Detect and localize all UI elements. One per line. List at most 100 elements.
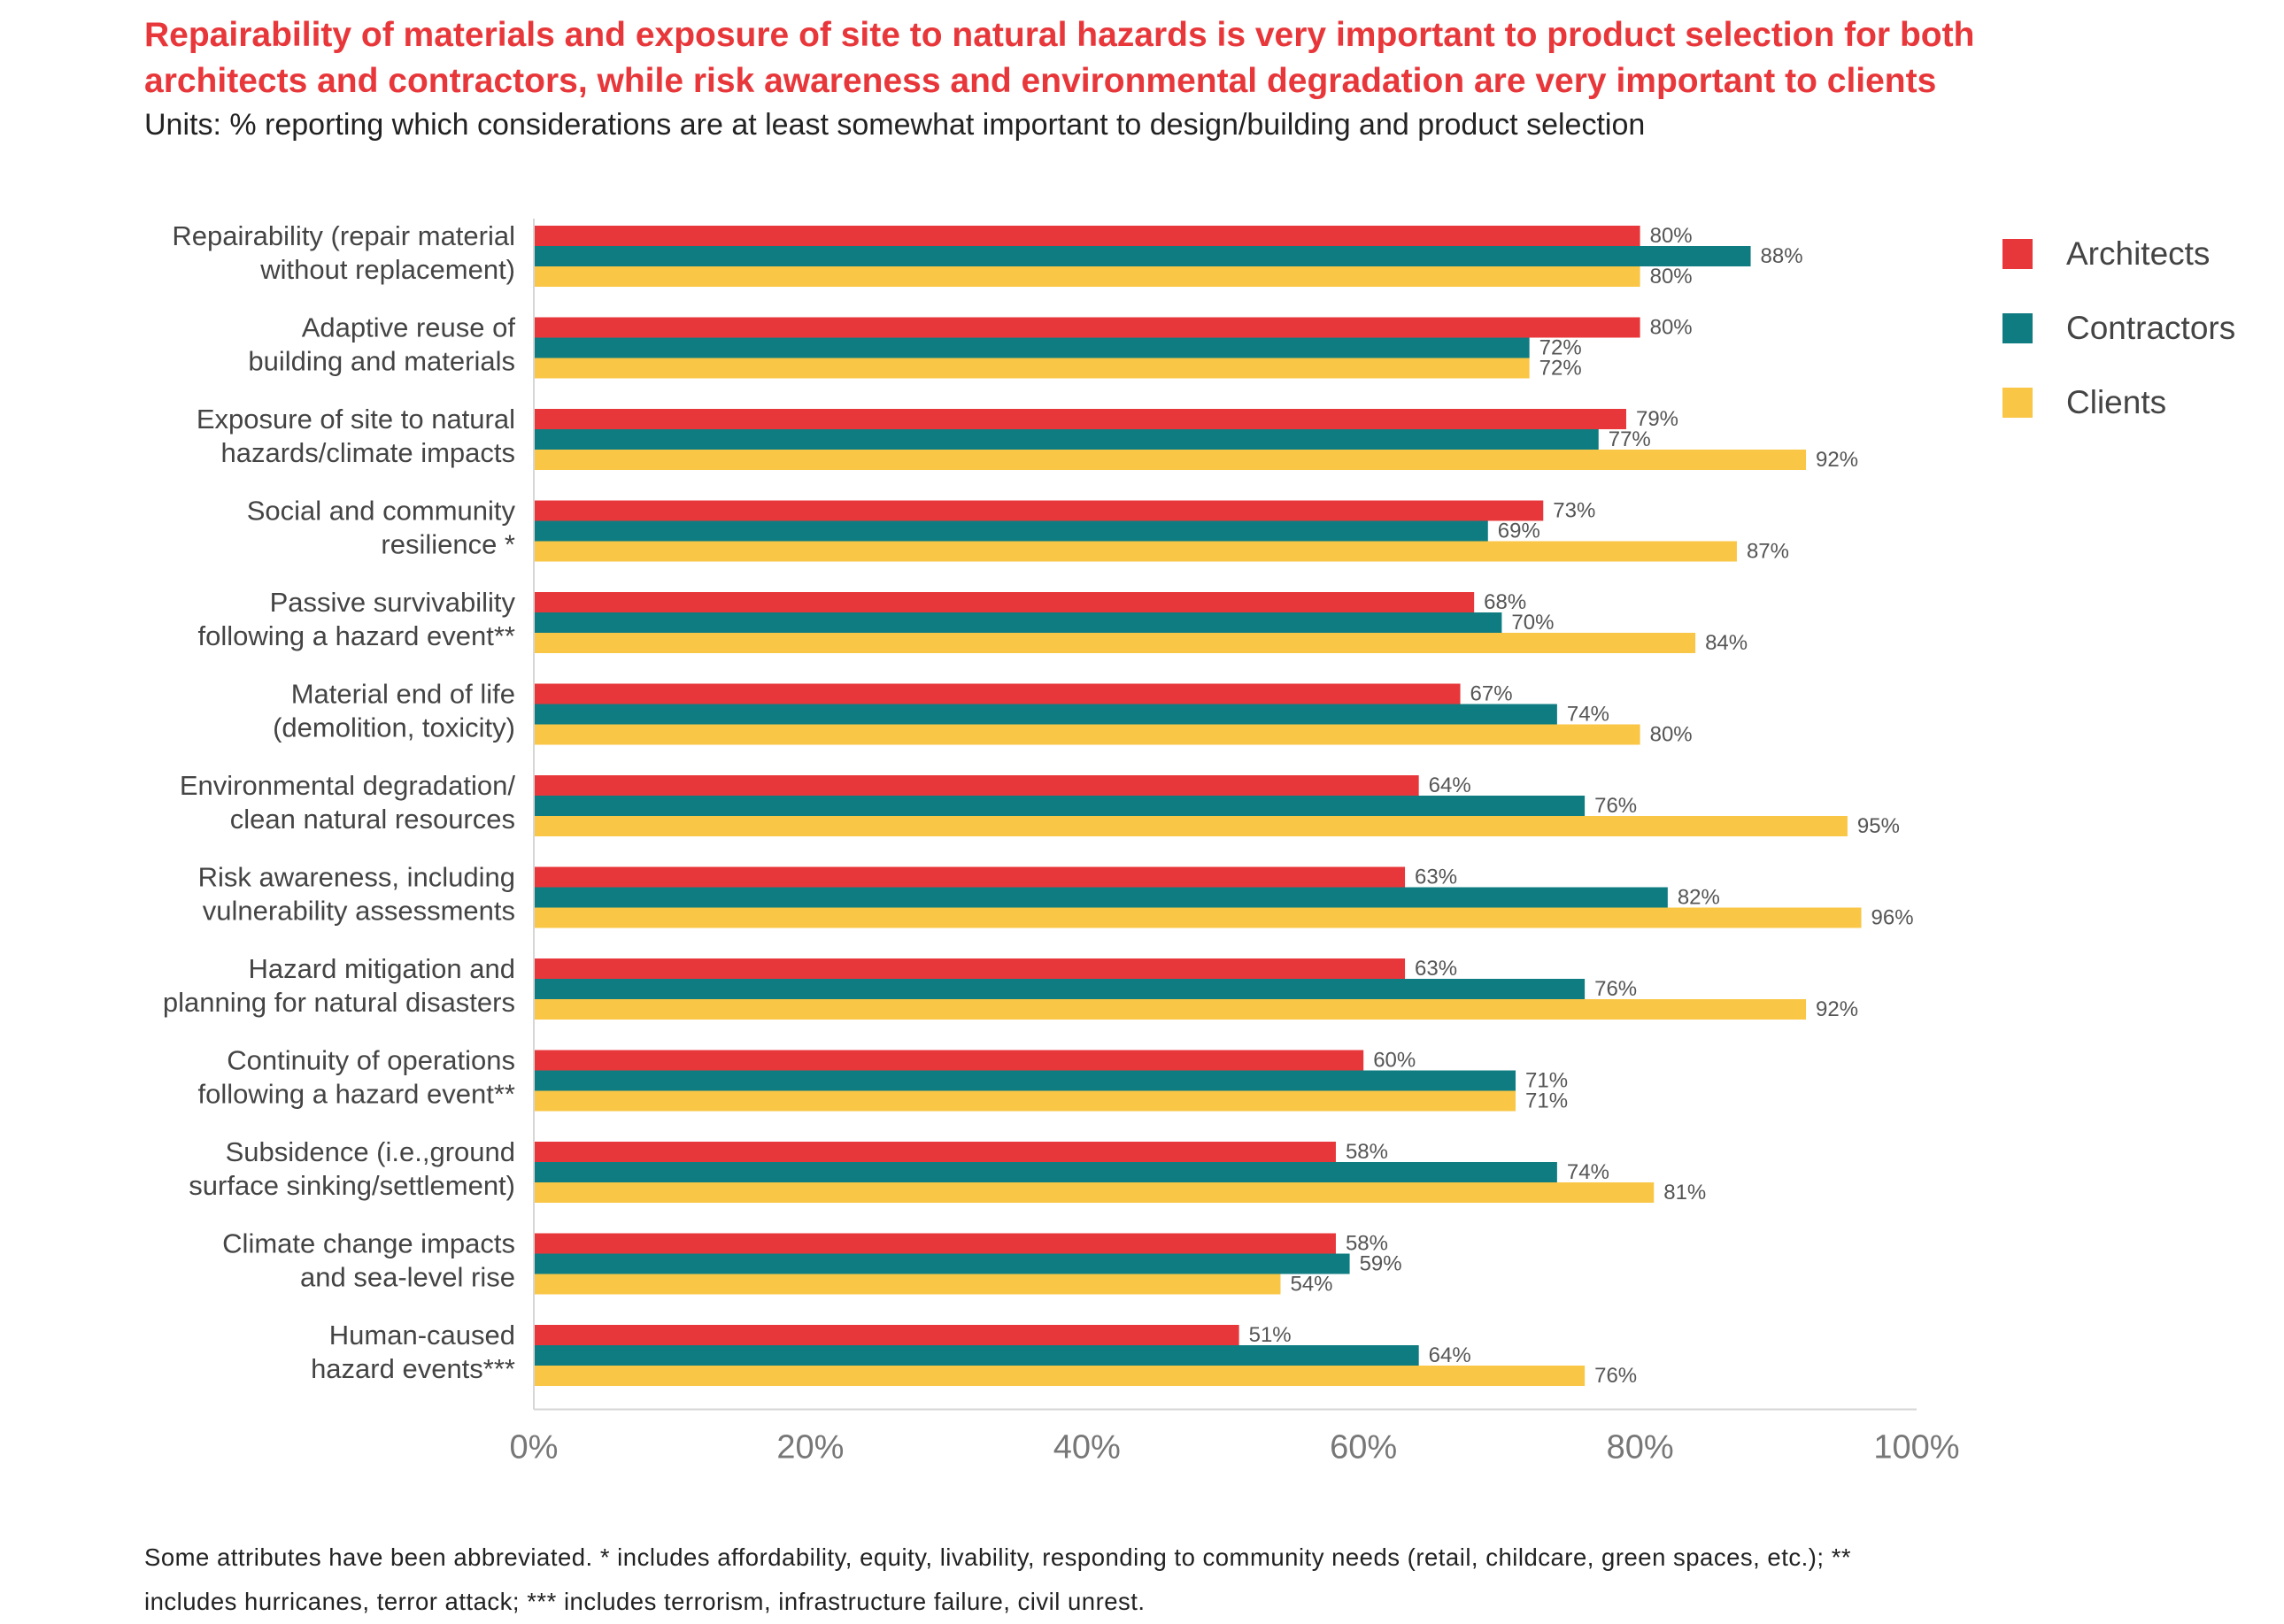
bar-contractors [534, 1253, 1350, 1274]
bar-contractors [534, 246, 1751, 266]
value-label-architects: 68% [1484, 590, 1526, 614]
value-label-architects: 79% [1636, 407, 1678, 431]
value-label-architects: 63% [1415, 866, 1457, 889]
value-label-contractors: 69% [1498, 520, 1540, 543]
category-label-line: Social and community [247, 496, 516, 527]
value-label-architects: 80% [1650, 316, 1693, 340]
bar-contractors [534, 520, 1488, 542]
category-label: Environmental degradation/clean natural … [180, 770, 516, 835]
value-label-architects: 60% [1373, 1049, 1416, 1073]
bar-architects [534, 958, 1406, 979]
bar-clients [534, 450, 1807, 470]
bar-chart: Repairability (repair material without re… [163, 219, 1960, 1466]
x-tick-label: 40% [1053, 1429, 1121, 1466]
category-label-line: Adaptive reuse of [302, 312, 516, 343]
category-label-line: and sea-level rise [300, 1262, 515, 1293]
x-tick-label: 0% [510, 1429, 559, 1466]
category-label-line: planning for natural disasters [163, 987, 515, 1018]
value-label-contractors: 71% [1525, 1069, 1568, 1093]
bar-clients [534, 541, 1737, 562]
bar-contractors [534, 612, 1502, 633]
value-label-contractors: 59% [1360, 1252, 1402, 1276]
category-label-line: Subsidence (i.e.,ground [226, 1136, 515, 1167]
category-label: Passive survivability following a hazard … [198, 587, 516, 651]
chart-title: Repairability of materials and exposure … [144, 12, 2234, 104]
value-label-clients: 54% [1290, 1273, 1332, 1297]
value-label-clients: 76% [1594, 1364, 1637, 1388]
bar-architects [534, 500, 1544, 521]
value-label-contractors: 64% [1429, 1343, 1471, 1367]
category-label-line: Exposure of site to natural [197, 404, 515, 435]
bar-architects [534, 775, 1419, 796]
value-label-contractors: 76% [1594, 977, 1637, 1001]
bar-architects [534, 226, 1640, 246]
category-label: Social and community resilience * [247, 496, 516, 560]
value-label-contractors: 88% [1761, 244, 1803, 268]
bar-clients [534, 633, 1696, 653]
value-label-architects: 51% [1249, 1323, 1292, 1347]
category-label-line: Repairability (repair material [172, 220, 515, 251]
legend-item-clients: Clients [2002, 366, 2235, 440]
value-label-contractors: 74% [1567, 703, 1609, 727]
value-label-clients: 71% [1525, 1089, 1568, 1113]
category-label-line: hazards/climate impacts [220, 437, 515, 468]
bar-architects [534, 866, 1406, 888]
bar-contractors [534, 887, 1668, 908]
category-label: Hazard mitigation and planning for natura… [163, 953, 515, 1018]
x-tick-label: 80% [1607, 1429, 1674, 1466]
bar-contractors [534, 979, 1586, 999]
category-label-line: Risk awareness, including [198, 862, 515, 893]
value-label-contractors: 70% [1511, 611, 1554, 635]
category-label-line: Material end of life [291, 679, 515, 710]
category-label: Exposure of site to natural hazards/clima… [197, 404, 515, 468]
value-label-clients: 80% [1650, 265, 1693, 289]
legend-label-contractors: Contractors [2066, 310, 2236, 346]
category-label: Material end of life (demolition, toxicit… [273, 679, 515, 743]
bar-architects [534, 409, 1626, 429]
value-label-contractors: 72% [1539, 336, 1582, 360]
category-label: Repairability (repair material without re… [172, 220, 515, 285]
legend-swatch-clients [2002, 388, 2033, 418]
bar-clients [534, 1366, 1586, 1386]
value-label-architects: 64% [1429, 774, 1471, 797]
category-label-line: Environmental degradation/ [180, 770, 516, 801]
category-label-line: Hazard mitigation and [248, 953, 515, 984]
x-tick-label: 100% [1873, 1429, 1959, 1466]
category-label-line: without replacement) [259, 254, 515, 285]
value-label-clients: 87% [1747, 540, 1789, 564]
category-label-line: surface sinking/settlement) [189, 1170, 515, 1201]
value-label-clients: 81% [1663, 1181, 1706, 1205]
category-label-line: vulnerability assessments [203, 896, 515, 927]
bar-architects [534, 1050, 1364, 1071]
bar-clients [534, 266, 1640, 287]
bar-clients [534, 816, 1848, 836]
bar-architects [534, 592, 1475, 612]
category-label: Subsidence (i.e.,ground surface sinking/s… [189, 1136, 515, 1201]
category-label-line: Human-caused [329, 1320, 515, 1351]
value-label-architects: 80% [1650, 224, 1693, 248]
x-tick-label: 20% [776, 1429, 844, 1466]
value-label-contractors: 74% [1567, 1160, 1609, 1184]
legend-swatch-architects [2002, 239, 2033, 269]
value-label-architects: 63% [1415, 957, 1457, 981]
value-label-architects: 67% [1470, 682, 1513, 706]
chart-title-line-2: architects and contractors, while risk a… [144, 62, 1937, 100]
value-label-architects: 58% [1346, 1232, 1388, 1256]
bar-clients [534, 358, 1530, 379]
bar-clients [534, 907, 1862, 928]
value-label-contractors: 76% [1594, 794, 1637, 818]
bar-contractors [534, 1162, 1557, 1182]
category-label-line: building and materials [248, 346, 515, 377]
value-label-clients: 80% [1650, 723, 1693, 747]
category-label-line: clean natural resources [230, 804, 515, 835]
value-label-contractors: 77% [1609, 427, 1651, 451]
legend: Architects Contractors Clients [2002, 217, 2235, 440]
legend-item-architects: Architects [2002, 217, 2235, 291]
category-label: Adaptive reuse of building and materials [248, 312, 515, 377]
category-label-line: hazard events*** [311, 1353, 515, 1384]
bar-contractors [534, 704, 1557, 725]
legend-label-architects: Architects [2066, 235, 2211, 272]
bar-architects [534, 1142, 1336, 1162]
category-label-line: following a hazard event** [198, 620, 515, 651]
bar-clients [534, 1090, 1516, 1112]
